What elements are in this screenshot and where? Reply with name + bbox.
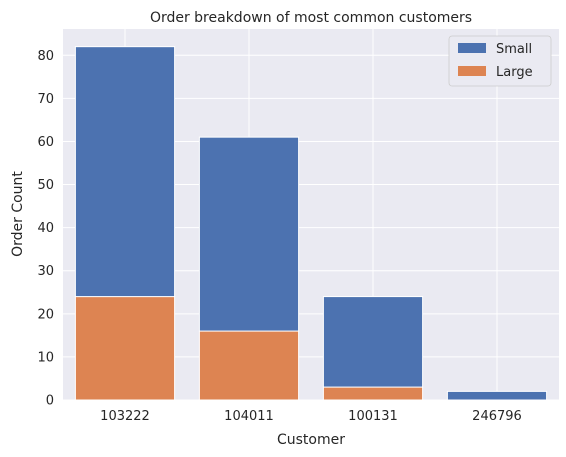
bar-large-104011 (199, 331, 298, 400)
y-tick-label: 30 (37, 264, 54, 279)
bar-small-100131 (323, 297, 422, 387)
y-tick-label: 50 (37, 178, 54, 193)
chart-title: Order breakdown of most common customers (150, 10, 472, 26)
y-tick-label: 60 (37, 135, 54, 150)
bar-small-246796 (447, 391, 546, 400)
y-tick-label: 80 (37, 49, 54, 64)
legend-label-large: Large (496, 65, 533, 80)
y-tick-label: 10 (37, 350, 54, 365)
legend: Small Large (449, 36, 551, 86)
bar-small-104011 (199, 137, 298, 331)
x-tick-label: 100131 (348, 409, 398, 424)
x-tick-label: 103222 (100, 409, 150, 424)
legend-swatch-large (458, 66, 486, 76)
legend-swatch-small (458, 43, 486, 53)
bar-large-100131 (323, 387, 422, 400)
legend-label-small: Small (496, 42, 532, 57)
x-tick-label: 104011 (224, 409, 274, 424)
y-tick-label: 40 (37, 221, 54, 236)
y-tick-labels: 0 10 20 30 40 50 60 70 80 (37, 49, 54, 409)
x-axis-label: Customer (277, 432, 345, 448)
y-tick-label: 0 (46, 394, 54, 409)
y-axis-label: Order Count (10, 171, 26, 257)
y-tick-label: 70 (37, 92, 54, 107)
bar-large-103222 (75, 297, 174, 400)
y-tick-label: 20 (37, 307, 54, 322)
bar-small-103222 (75, 47, 174, 297)
x-tick-label: 246796 (472, 409, 522, 424)
x-tick-labels: 103222 104011 100131 246796 (100, 409, 522, 424)
